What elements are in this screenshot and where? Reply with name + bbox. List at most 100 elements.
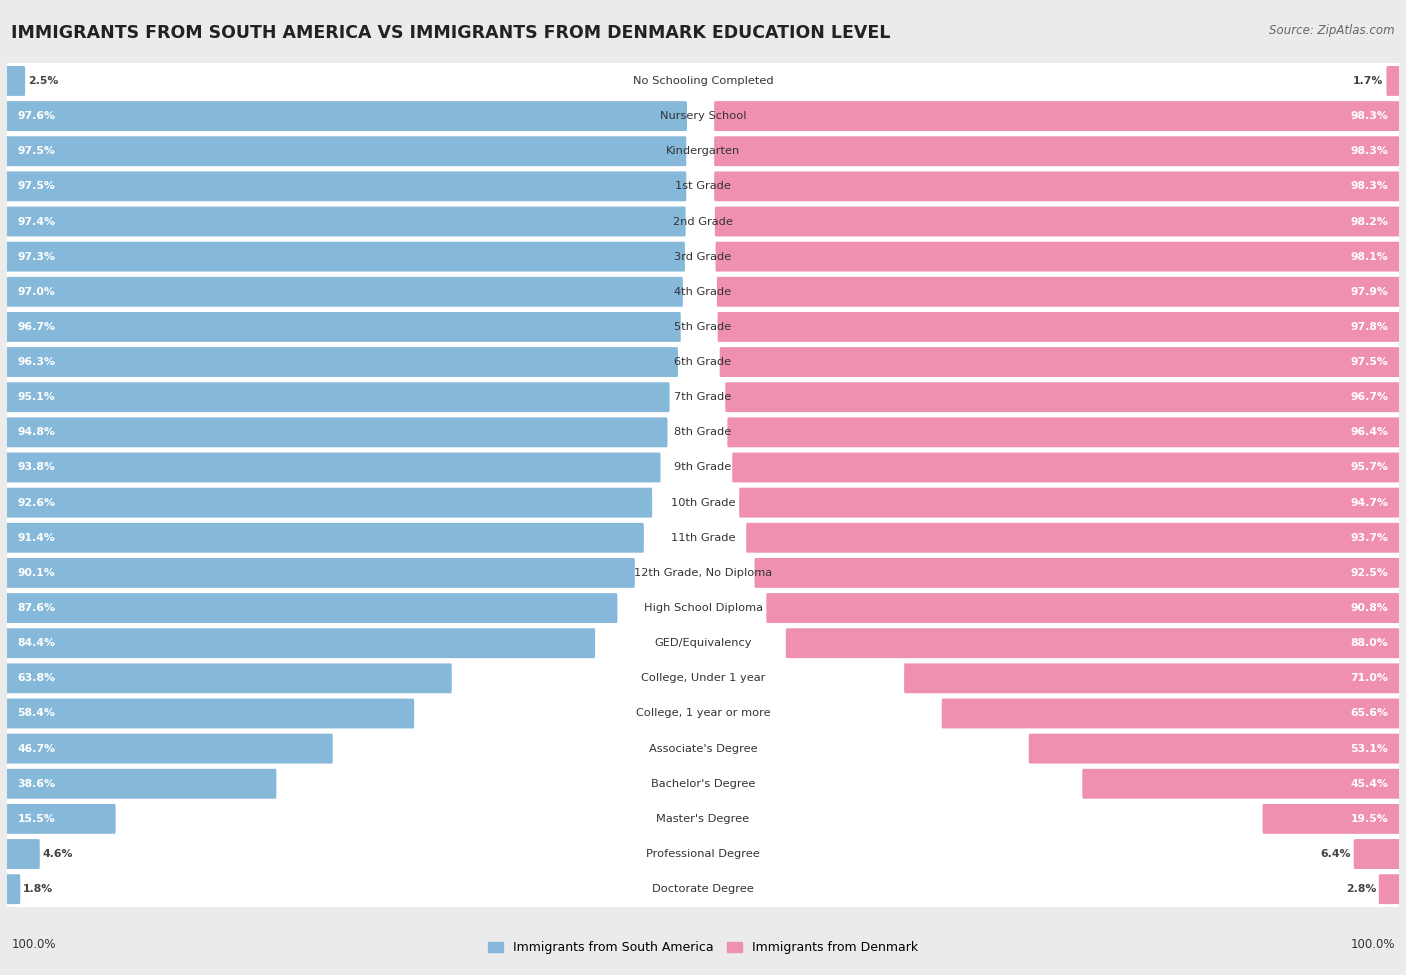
FancyBboxPatch shape: [7, 733, 333, 763]
FancyBboxPatch shape: [6, 414, 1400, 450]
FancyBboxPatch shape: [6, 730, 1400, 767]
FancyBboxPatch shape: [6, 449, 1400, 486]
FancyBboxPatch shape: [7, 769, 277, 799]
Text: 9th Grade: 9th Grade: [675, 462, 731, 473]
Text: 65.6%: 65.6%: [1351, 709, 1389, 719]
FancyBboxPatch shape: [7, 242, 685, 272]
Text: 93.7%: 93.7%: [1351, 532, 1389, 543]
Text: 91.4%: 91.4%: [17, 532, 55, 543]
FancyBboxPatch shape: [6, 520, 1400, 556]
FancyBboxPatch shape: [733, 452, 1399, 483]
Text: 97.4%: 97.4%: [17, 216, 55, 226]
FancyBboxPatch shape: [1029, 733, 1399, 763]
Text: Associate's Degree: Associate's Degree: [648, 744, 758, 754]
Text: Nursery School: Nursery School: [659, 111, 747, 121]
FancyBboxPatch shape: [6, 343, 1400, 380]
Text: 1.8%: 1.8%: [22, 884, 53, 894]
Text: 90.1%: 90.1%: [17, 567, 55, 578]
Text: 97.5%: 97.5%: [17, 146, 55, 156]
Legend: Immigrants from South America, Immigrants from Denmark: Immigrants from South America, Immigrant…: [488, 941, 918, 955]
FancyBboxPatch shape: [7, 136, 686, 166]
Text: 12th Grade, No Diploma: 12th Grade, No Diploma: [634, 567, 772, 578]
FancyBboxPatch shape: [7, 172, 686, 201]
FancyBboxPatch shape: [786, 628, 1399, 658]
Text: 87.6%: 87.6%: [17, 604, 55, 613]
FancyBboxPatch shape: [7, 558, 634, 588]
FancyBboxPatch shape: [6, 800, 1400, 838]
FancyBboxPatch shape: [6, 871, 1400, 908]
Text: 38.6%: 38.6%: [17, 779, 55, 789]
FancyBboxPatch shape: [725, 382, 1399, 412]
Text: 97.8%: 97.8%: [1351, 322, 1389, 332]
Text: 94.8%: 94.8%: [17, 427, 55, 438]
Text: 96.7%: 96.7%: [17, 322, 55, 332]
FancyBboxPatch shape: [714, 136, 1399, 166]
FancyBboxPatch shape: [7, 207, 686, 237]
Text: 97.3%: 97.3%: [17, 252, 55, 261]
Text: 93.8%: 93.8%: [17, 462, 55, 473]
Text: 95.1%: 95.1%: [17, 392, 55, 403]
FancyBboxPatch shape: [716, 242, 1399, 272]
Text: 92.5%: 92.5%: [1351, 567, 1389, 578]
FancyBboxPatch shape: [1354, 839, 1399, 869]
FancyBboxPatch shape: [1379, 875, 1399, 904]
Text: Doctorate Degree: Doctorate Degree: [652, 884, 754, 894]
Text: 98.3%: 98.3%: [1351, 146, 1389, 156]
Text: Master's Degree: Master's Degree: [657, 814, 749, 824]
Text: 92.6%: 92.6%: [17, 497, 55, 508]
FancyBboxPatch shape: [740, 488, 1399, 518]
FancyBboxPatch shape: [6, 555, 1400, 592]
FancyBboxPatch shape: [6, 660, 1400, 697]
FancyBboxPatch shape: [6, 695, 1400, 732]
Text: 100.0%: 100.0%: [1350, 938, 1395, 951]
FancyBboxPatch shape: [766, 593, 1399, 623]
Text: 45.4%: 45.4%: [1351, 779, 1389, 789]
FancyBboxPatch shape: [717, 277, 1399, 307]
Text: 97.5%: 97.5%: [17, 181, 55, 191]
Text: 10th Grade: 10th Grade: [671, 497, 735, 508]
FancyBboxPatch shape: [942, 698, 1399, 728]
FancyBboxPatch shape: [7, 66, 25, 96]
FancyBboxPatch shape: [7, 101, 688, 131]
Text: College, Under 1 year: College, Under 1 year: [641, 674, 765, 683]
FancyBboxPatch shape: [7, 839, 39, 869]
FancyBboxPatch shape: [720, 347, 1399, 377]
FancyBboxPatch shape: [7, 488, 652, 518]
Text: 58.4%: 58.4%: [17, 709, 55, 719]
Text: 5th Grade: 5th Grade: [675, 322, 731, 332]
FancyBboxPatch shape: [7, 277, 683, 307]
Text: 71.0%: 71.0%: [1351, 674, 1389, 683]
Text: 11th Grade: 11th Grade: [671, 532, 735, 543]
FancyBboxPatch shape: [7, 875, 20, 904]
FancyBboxPatch shape: [7, 523, 644, 553]
FancyBboxPatch shape: [7, 804, 115, 834]
Text: 63.8%: 63.8%: [17, 674, 55, 683]
Text: 97.5%: 97.5%: [1351, 357, 1389, 367]
Text: 100.0%: 100.0%: [11, 938, 56, 951]
Text: 98.1%: 98.1%: [1351, 252, 1389, 261]
Text: 7th Grade: 7th Grade: [675, 392, 731, 403]
FancyBboxPatch shape: [6, 625, 1400, 662]
Text: 4.6%: 4.6%: [42, 849, 73, 859]
Text: 3rd Grade: 3rd Grade: [675, 252, 731, 261]
Text: College, 1 year or more: College, 1 year or more: [636, 709, 770, 719]
FancyBboxPatch shape: [7, 382, 669, 412]
Text: GED/Equivalency: GED/Equivalency: [654, 639, 752, 648]
FancyBboxPatch shape: [714, 172, 1399, 201]
Text: IMMIGRANTS FROM SOUTH AMERICA VS IMMIGRANTS FROM DENMARK EDUCATION LEVEL: IMMIGRANTS FROM SOUTH AMERICA VS IMMIGRA…: [11, 24, 890, 42]
FancyBboxPatch shape: [7, 417, 668, 448]
FancyBboxPatch shape: [6, 308, 1400, 345]
Text: 2nd Grade: 2nd Grade: [673, 216, 733, 226]
Text: No Schooling Completed: No Schooling Completed: [633, 76, 773, 86]
FancyBboxPatch shape: [7, 698, 415, 728]
FancyBboxPatch shape: [755, 558, 1399, 588]
Text: 97.0%: 97.0%: [17, 287, 55, 296]
Text: Kindergarten: Kindergarten: [666, 146, 740, 156]
FancyBboxPatch shape: [714, 101, 1399, 131]
FancyBboxPatch shape: [904, 663, 1399, 693]
FancyBboxPatch shape: [6, 378, 1400, 415]
Text: 98.2%: 98.2%: [1351, 216, 1389, 226]
Text: 15.5%: 15.5%: [17, 814, 55, 824]
FancyBboxPatch shape: [6, 765, 1400, 802]
FancyBboxPatch shape: [714, 207, 1399, 237]
